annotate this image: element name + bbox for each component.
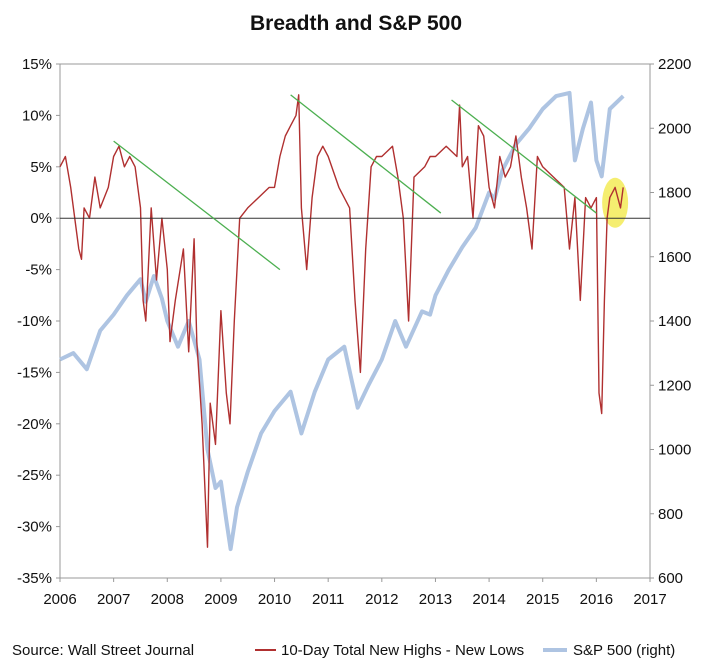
right-tick-label: 2200	[658, 56, 691, 73]
left-tick-label: -20%	[17, 416, 52, 433]
source-note: Source: Wall Street Journal	[12, 642, 194, 659]
legend-label-sp500: S&P 500 (right)	[573, 642, 675, 659]
left-tick-label: 0%	[30, 210, 52, 227]
chart-title: Breadth and S&P 500	[250, 12, 462, 35]
right-tick-label: 600	[658, 570, 683, 587]
right-tick-label: 1000	[658, 442, 691, 459]
x-tick-label: 2009	[204, 591, 237, 608]
x-tick-label: 2015	[526, 591, 559, 608]
annotation-layer	[602, 177, 629, 228]
plot-area	[59, 63, 651, 579]
left-tick-label: -30%	[17, 519, 52, 536]
x-tick-label: 2014	[472, 591, 505, 608]
series-layer	[59, 90, 625, 552]
left-tick-label: -5%	[25, 262, 52, 279]
x-tick-label: 2007	[97, 591, 130, 608]
highlight-ellipse	[602, 177, 629, 228]
left-tick-label: 10%	[22, 107, 52, 124]
right-tick-label: 2000	[658, 120, 691, 137]
right-tick-label: 1600	[658, 249, 691, 266]
left-tick-label: 5%	[30, 159, 52, 176]
left-axis-ticks: 15% 10% 5% 0% -5% -10% -15% -20% -25% -30% -35%	[17, 56, 60, 587]
legend-label-breadth: 10-Day Total New Highs - New Lows	[281, 642, 524, 659]
left-tick-label: -15%	[17, 364, 52, 381]
right-tick-label: 800	[658, 506, 683, 523]
breadth-series-line	[59, 94, 624, 548]
x-axis-ticks: 2006 2007 2008 2009 2010 2011 2012 2013 2014 2015…	[43, 578, 667, 608]
left-tick-label: -35%	[17, 570, 52, 587]
trendline	[290, 94, 442, 214]
x-tick-label: 2008	[151, 591, 184, 608]
left-tick-label: 15%	[22, 56, 52, 73]
x-tick-label: 2017	[633, 591, 666, 608]
x-tick-label: 2013	[419, 591, 452, 608]
right-tick-label: 1200	[658, 377, 691, 394]
right-tick-label: 1800	[658, 185, 691, 202]
sp500-series-line	[59, 90, 625, 552]
right-tick-label: 1400	[658, 313, 691, 330]
x-tick-label: 2012	[365, 591, 398, 608]
x-tick-label: 2011	[312, 591, 344, 608]
x-tick-label: 2006	[43, 591, 76, 608]
trendline	[451, 99, 597, 214]
x-tick-label: 2016	[580, 591, 613, 608]
trendline	[113, 140, 281, 271]
right-axis-ticks: 2200 2000 1800 1600 1400 1200 1000 800 600	[650, 56, 691, 587]
left-tick-label: -10%	[17, 313, 52, 330]
legend: 10-Day Total New Highs - New Lows S&P 50…	[255, 642, 675, 659]
left-tick-label: -25%	[17, 467, 52, 484]
x-tick-label: 2010	[258, 591, 291, 608]
